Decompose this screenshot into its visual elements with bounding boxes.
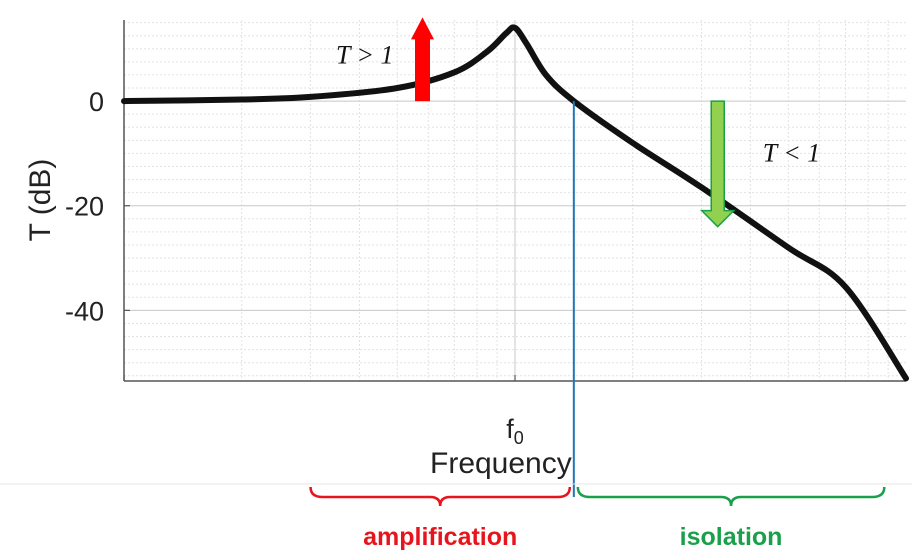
region-label: amplification [363,523,517,551]
arrow-up-icon [411,17,435,102]
arrow-down-icon [699,100,736,228]
region-brace [309,486,572,507]
y-tick-label: 0 [89,87,104,117]
y-tick-label: -20 [65,192,104,222]
series-line [121,24,909,382]
y-axis-label: T (dB) [24,159,57,242]
regions-group: amplification isolation [309,486,886,551]
annotation-label: T > 1 [336,40,394,69]
y-tick-label: -40 [65,296,104,326]
x-axis-label: Frequency [430,447,572,480]
x-ticks: f0 [123,375,907,448]
region-label: isolation [680,523,783,551]
grid [123,20,906,381]
annotation-label: T < 1 [763,138,821,167]
series-group [121,24,909,382]
region-brace [576,486,886,507]
annotations-group: T > 1 T < 1 [336,17,821,228]
y-ticks: 0 -20 -40 [65,87,130,326]
x-tick-label: f0 [506,414,524,448]
